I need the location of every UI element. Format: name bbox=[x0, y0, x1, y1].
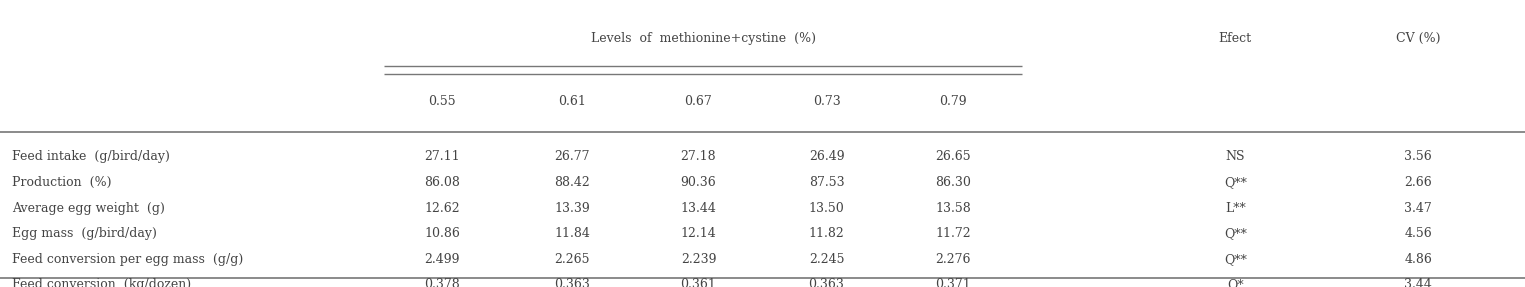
Text: 2.499: 2.499 bbox=[424, 253, 461, 266]
Text: 0.363: 0.363 bbox=[808, 278, 845, 287]
Text: Egg mass  (g/bird/day): Egg mass (g/bird/day) bbox=[12, 227, 157, 241]
Text: 12.14: 12.14 bbox=[680, 227, 717, 241]
Text: Feed intake  (g/bird/day): Feed intake (g/bird/day) bbox=[12, 150, 171, 163]
Text: 2.245: 2.245 bbox=[808, 253, 845, 266]
Text: Efect: Efect bbox=[1218, 32, 1252, 45]
Text: 13.58: 13.58 bbox=[935, 201, 971, 215]
Text: 87.53: 87.53 bbox=[808, 176, 845, 189]
Text: Average egg weight  (g): Average egg weight (g) bbox=[12, 201, 165, 215]
Text: 27.11: 27.11 bbox=[424, 150, 461, 163]
Text: 88.42: 88.42 bbox=[554, 176, 590, 189]
Text: 3.44: 3.44 bbox=[1405, 278, 1432, 287]
Text: 4.86: 4.86 bbox=[1405, 253, 1432, 266]
Text: CV (%): CV (%) bbox=[1395, 32, 1441, 45]
Text: L**: L** bbox=[1225, 201, 1246, 215]
Text: 10.86: 10.86 bbox=[424, 227, 461, 241]
Text: Production  (%): Production (%) bbox=[12, 176, 111, 189]
Text: 3.56: 3.56 bbox=[1405, 150, 1432, 163]
Text: 0.371: 0.371 bbox=[935, 278, 971, 287]
Text: Q*: Q* bbox=[1228, 278, 1243, 287]
Text: 27.18: 27.18 bbox=[680, 150, 717, 163]
Text: 0.73: 0.73 bbox=[813, 95, 840, 108]
Text: 0.55: 0.55 bbox=[429, 95, 456, 108]
Text: 2.66: 2.66 bbox=[1405, 176, 1432, 189]
Text: 2.265: 2.265 bbox=[554, 253, 590, 266]
Text: 13.50: 13.50 bbox=[808, 201, 845, 215]
Text: 11.84: 11.84 bbox=[554, 227, 590, 241]
Text: 11.72: 11.72 bbox=[935, 227, 971, 241]
Text: Q**: Q** bbox=[1223, 176, 1247, 189]
Text: Feed conversion  (kg/dozen): Feed conversion (kg/dozen) bbox=[12, 278, 191, 287]
Text: 0.79: 0.79 bbox=[939, 95, 967, 108]
Text: Q**: Q** bbox=[1223, 253, 1247, 266]
Text: 26.77: 26.77 bbox=[554, 150, 590, 163]
Text: 0.67: 0.67 bbox=[685, 95, 712, 108]
Text: 13.39: 13.39 bbox=[554, 201, 590, 215]
Text: 86.08: 86.08 bbox=[424, 176, 461, 189]
Text: 12.62: 12.62 bbox=[424, 201, 461, 215]
Text: 13.44: 13.44 bbox=[680, 201, 717, 215]
Text: 26.49: 26.49 bbox=[808, 150, 845, 163]
Text: 3.47: 3.47 bbox=[1405, 201, 1432, 215]
Text: 4.56: 4.56 bbox=[1405, 227, 1432, 241]
Text: 2.239: 2.239 bbox=[680, 253, 717, 266]
Text: 86.30: 86.30 bbox=[935, 176, 971, 189]
Text: 90.36: 90.36 bbox=[680, 176, 717, 189]
Text: 0.378: 0.378 bbox=[424, 278, 461, 287]
Text: NS: NS bbox=[1226, 150, 1244, 163]
Text: 26.65: 26.65 bbox=[935, 150, 971, 163]
Text: Feed conversion per egg mass  (g/g): Feed conversion per egg mass (g/g) bbox=[12, 253, 244, 266]
Text: 0.363: 0.363 bbox=[554, 278, 590, 287]
Text: 0.361: 0.361 bbox=[680, 278, 717, 287]
Text: 2.276: 2.276 bbox=[935, 253, 971, 266]
Text: Levels  of  methionine+cystine  (%): Levels of methionine+cystine (%) bbox=[590, 32, 816, 45]
Text: Q**: Q** bbox=[1223, 227, 1247, 241]
Text: 0.61: 0.61 bbox=[558, 95, 586, 108]
Text: 11.82: 11.82 bbox=[808, 227, 845, 241]
